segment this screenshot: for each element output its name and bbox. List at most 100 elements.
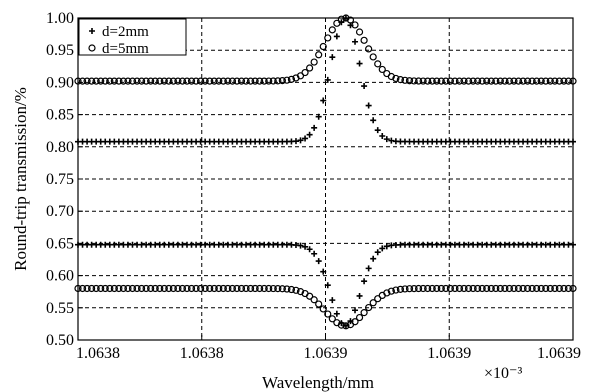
data-point-plus bbox=[306, 131, 313, 138]
data-point-circle bbox=[451, 77, 459, 85]
data-point-circle bbox=[478, 284, 486, 293]
legend-label: d=2mm bbox=[102, 24, 149, 40]
data-point-circle bbox=[169, 77, 177, 85]
data-point-circle bbox=[165, 77, 173, 85]
data-point-circle bbox=[487, 77, 495, 85]
data-point-circle bbox=[269, 284, 277, 293]
data-point-circle bbox=[328, 26, 336, 34]
data-point-circle bbox=[274, 77, 282, 85]
data-point-plus bbox=[379, 245, 386, 252]
data-point-circle bbox=[433, 77, 441, 85]
data-point-circle bbox=[115, 77, 123, 85]
data-point-circle bbox=[433, 284, 441, 293]
data-point-circle bbox=[201, 77, 209, 85]
data-point-circle bbox=[147, 284, 155, 293]
data-point-circle bbox=[169, 284, 177, 293]
data-point-circle bbox=[405, 77, 414, 85]
data-point-circle bbox=[251, 77, 259, 85]
data-point-circle bbox=[310, 58, 318, 66]
data-point-circle bbox=[442, 77, 450, 85]
data-point-circle bbox=[346, 16, 355, 24]
y-tick-label: 0.50 bbox=[46, 332, 74, 349]
data-point-circle bbox=[124, 284, 132, 293]
data-point-plus bbox=[302, 135, 309, 142]
data-point-circle bbox=[365, 303, 373, 312]
data-point-circle bbox=[228, 284, 237, 293]
data-point-circle bbox=[419, 284, 427, 293]
data-point-plus bbox=[374, 127, 381, 134]
data-point-circle bbox=[306, 64, 314, 72]
data-point-plus bbox=[306, 246, 313, 253]
data-point-circle bbox=[156, 284, 164, 293]
data-point-circle bbox=[523, 77, 532, 85]
data-point-circle bbox=[483, 284, 491, 293]
data-point-circle bbox=[396, 285, 405, 293]
data-point-circle bbox=[560, 284, 568, 293]
y-tick-label: 0.80 bbox=[46, 139, 74, 156]
data-point-circle bbox=[310, 296, 318, 304]
data-point-circle bbox=[242, 77, 250, 85]
data-point-circle bbox=[487, 284, 495, 293]
data-point-circle bbox=[564, 284, 573, 293]
data-point-circle bbox=[546, 284, 554, 293]
data-point-plus bbox=[383, 243, 390, 250]
data-point-circle bbox=[533, 284, 541, 293]
data-point-circle bbox=[351, 318, 359, 326]
data-point-circle bbox=[523, 284, 532, 293]
data-point-circle bbox=[469, 284, 477, 293]
data-point-circle bbox=[83, 77, 91, 85]
series-d-5mm bbox=[74, 14, 577, 330]
data-point-circle bbox=[124, 77, 132, 85]
data-point-circle bbox=[510, 77, 518, 85]
data-point-circle bbox=[414, 284, 423, 293]
data-point-plus bbox=[370, 255, 377, 262]
data-point-circle bbox=[455, 284, 464, 293]
data-point-circle bbox=[301, 68, 309, 77]
data-point-circle bbox=[551, 77, 559, 85]
data-point-circle bbox=[355, 28, 364, 36]
y-axis-label: Round-trip transmission/% bbox=[11, 87, 30, 271]
data-point-circle bbox=[283, 285, 291, 293]
data-point-circle bbox=[510, 284, 518, 293]
x-tick-label: 1.0638 bbox=[180, 345, 224, 362]
data-point-plus bbox=[324, 282, 331, 289]
data-point-plus bbox=[370, 117, 377, 124]
data-point-circle bbox=[137, 284, 146, 293]
data-point-circle bbox=[296, 288, 305, 296]
data-point-circle bbox=[564, 77, 573, 85]
data-point-plus bbox=[352, 307, 359, 314]
data-point-circle bbox=[492, 77, 500, 85]
data-point-circle bbox=[428, 284, 436, 293]
data-point-circle bbox=[383, 289, 391, 297]
data-point-circle bbox=[483, 77, 491, 85]
data-point-circle bbox=[197, 284, 205, 293]
data-point-circle bbox=[405, 285, 414, 293]
data-point-circle bbox=[106, 77, 114, 85]
data-point-circle bbox=[206, 77, 214, 85]
data-point-circle bbox=[505, 77, 514, 85]
y-tick-label: 0.60 bbox=[46, 268, 74, 285]
data-point-circle bbox=[374, 60, 382, 68]
data-point-circle bbox=[278, 285, 286, 293]
data-point-circle bbox=[324, 34, 332, 42]
data-point-circle bbox=[142, 77, 150, 85]
data-point-circle bbox=[378, 65, 386, 74]
data-point-circle bbox=[206, 284, 214, 293]
data-point-circle bbox=[387, 287, 395, 295]
data-point-circle bbox=[514, 284, 523, 293]
data-point-plus bbox=[365, 265, 372, 272]
data-point-circle bbox=[265, 77, 273, 85]
data-point-circle bbox=[219, 284, 227, 293]
data-point-circle bbox=[174, 77, 182, 85]
legend-box bbox=[78, 18, 187, 56]
data-point-circle bbox=[501, 77, 509, 85]
data-point-circle bbox=[133, 284, 141, 293]
data-point-circle bbox=[292, 286, 300, 294]
data-point-circle bbox=[537, 77, 545, 85]
data-point-circle bbox=[437, 77, 445, 85]
data-point-circle bbox=[192, 284, 200, 293]
data-point-circle bbox=[315, 51, 323, 59]
data-point-circle bbox=[233, 77, 241, 85]
